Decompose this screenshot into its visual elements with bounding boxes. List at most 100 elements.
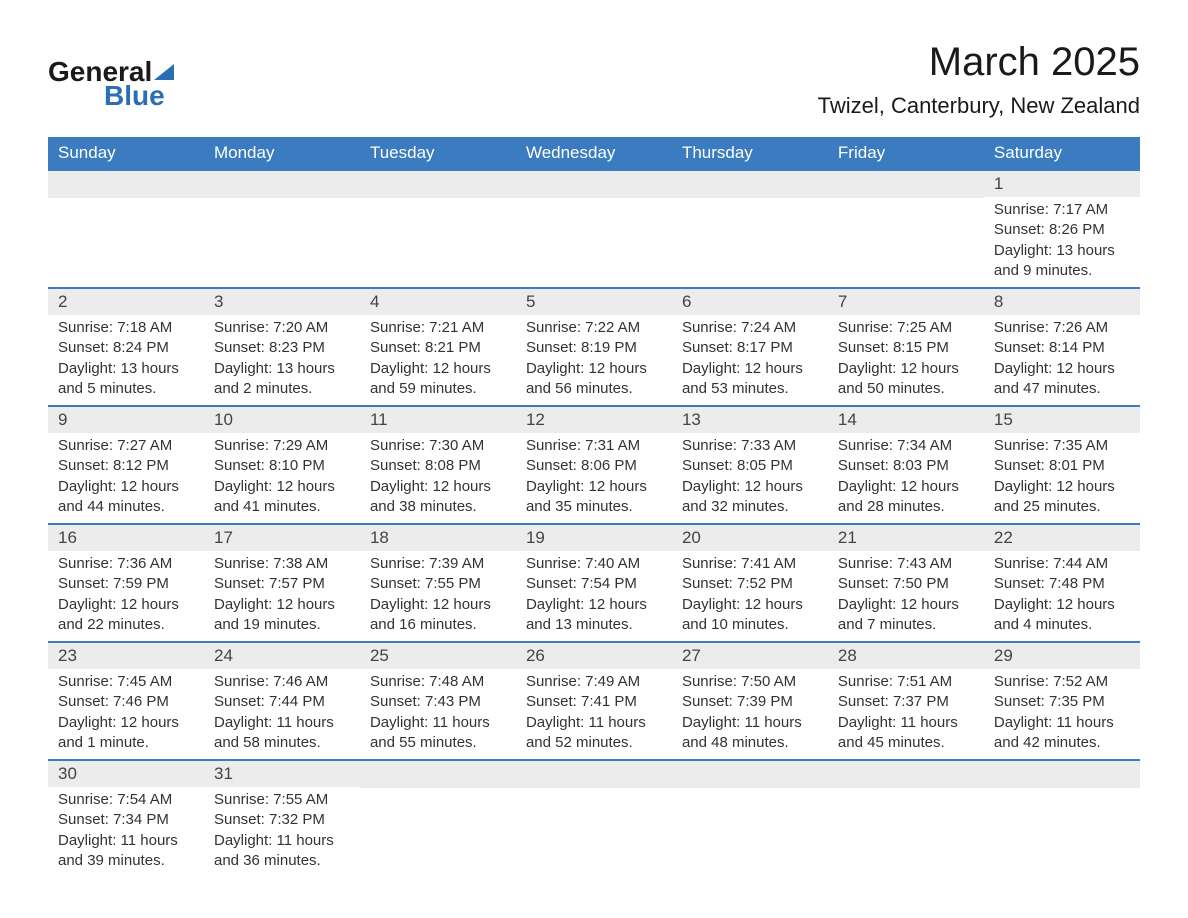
day-number-empty (48, 171, 204, 198)
day-number-empty (984, 761, 1140, 788)
day-number: 25 (360, 643, 516, 669)
day-cell (48, 170, 204, 288)
logo: General Blue (48, 58, 174, 110)
day-number-empty (828, 761, 984, 788)
day-sunset: Sunset: 8:17 PM (682, 338, 818, 358)
day-number: 30 (48, 761, 204, 787)
day-daylight2: and 22 minutes. (58, 615, 194, 635)
day-content-empty (828, 788, 984, 868)
day-cell (828, 170, 984, 288)
day-number: 24 (204, 643, 360, 669)
day-cell: 5Sunrise: 7:22 AMSunset: 8:19 PMDaylight… (516, 288, 672, 406)
day-number: 21 (828, 525, 984, 551)
location-text: Twizel, Canterbury, New Zealand (818, 93, 1140, 119)
day-daylight2: and 41 minutes. (214, 497, 350, 517)
day-content: Sunrise: 7:40 AMSunset: 7:54 PMDaylight:… (516, 551, 672, 641)
day-cell: 10Sunrise: 7:29 AMSunset: 8:10 PMDayligh… (204, 406, 360, 524)
day-daylight2: and 4 minutes. (994, 615, 1130, 635)
day-content: Sunrise: 7:18 AMSunset: 8:24 PMDaylight:… (48, 315, 204, 405)
day-cell (828, 760, 984, 877)
day-number-empty (360, 761, 516, 788)
day-content-empty (360, 788, 516, 868)
day-daylight1: Daylight: 13 hours (994, 241, 1130, 261)
day-header-saturday: Saturday (984, 137, 1140, 170)
day-cell: 2Sunrise: 7:18 AMSunset: 8:24 PMDaylight… (48, 288, 204, 406)
day-cell: 18Sunrise: 7:39 AMSunset: 7:55 PMDayligh… (360, 524, 516, 642)
day-content: Sunrise: 7:36 AMSunset: 7:59 PMDaylight:… (48, 551, 204, 641)
day-cell: 26Sunrise: 7:49 AMSunset: 7:41 PMDayligh… (516, 642, 672, 760)
day-content: Sunrise: 7:22 AMSunset: 8:19 PMDaylight:… (516, 315, 672, 405)
day-daylight2: and 13 minutes. (526, 615, 662, 635)
day-content: Sunrise: 7:46 AMSunset: 7:44 PMDaylight:… (204, 669, 360, 759)
day-header-tuesday: Tuesday (360, 137, 516, 170)
day-number: 11 (360, 407, 516, 433)
day-number: 15 (984, 407, 1140, 433)
week-row: 30 Sunrise: 7:54 AMSunset: 7:34 PM Dayligh… (48, 760, 1140, 877)
day-sunset: Sunset: 8:05 PM (682, 456, 818, 476)
day-sunset: Sunset: 8:19 PM (526, 338, 662, 358)
day-cell: 9Sunrise: 7:27 AMSunset: 8:12 PMDaylight… (48, 406, 204, 524)
day-sunrise: Sunrise: 7:50 AM (682, 672, 818, 692)
day-sunrise: Sunrise: 7:41 AM (682, 554, 818, 574)
day-sunrise: Sunrise: 7:27 AM (58, 436, 194, 456)
day-content: Sunrise: 7:17 AMSunset: 8:26 PMDaylight:… (984, 197, 1140, 287)
day-cell: 25Sunrise: 7:48 AMSunset: 7:43 PMDayligh… (360, 642, 516, 760)
day-daylight2: and 32 minutes. (682, 497, 818, 517)
day-number: 23 (48, 643, 204, 669)
day-sunrise: Sunrise: 7:54 AM (58, 790, 194, 810)
day-daylight1: Daylight: 12 hours (994, 595, 1130, 615)
day-number: 31 (204, 761, 360, 787)
day-daylight1: Daylight: 11 hours (838, 713, 974, 733)
month-title: March 2025 (818, 40, 1140, 85)
day-number-empty (516, 171, 672, 198)
day-content: Sunrise: 7:31 AMSunset: 8:06 PMDaylight:… (516, 433, 672, 523)
day-sunset: Sunset: 7:41 PM (526, 692, 662, 712)
day-sunset: Sunset: 7:34 PM (58, 810, 194, 830)
day-daylight1: Daylight: 12 hours (370, 595, 506, 615)
day-sunset: Sunset: 7:44 PM (214, 692, 350, 712)
day-number: 20 (672, 525, 828, 551)
day-header-thursday: Thursday (672, 137, 828, 170)
day-daylight2: and 59 minutes. (370, 379, 506, 399)
day-sunrise: Sunrise: 7:48 AM (370, 672, 506, 692)
day-number: 7 (828, 289, 984, 315)
day-daylight2: and 52 minutes. (526, 733, 662, 753)
day-daylight2: and 48 minutes. (682, 733, 818, 753)
day-number: 28 (828, 643, 984, 669)
day-cell: 30Sunrise: 7:54 AMSunset: 7:34 PMDayligh… (48, 760, 204, 877)
day-sunrise: Sunrise: 7:30 AM (370, 436, 506, 456)
day-cell: 27Sunrise: 7:50 AMSunset: 7:39 PMDayligh… (672, 642, 828, 760)
day-cell (984, 760, 1140, 877)
day-number: 10 (204, 407, 360, 433)
week-row: 9Sunrise: 7:27 AMSunset: 8:12 PMDaylight… (48, 406, 1140, 524)
calendar-tbody: 1Sunrise: 7:17 AMSunset: 8:26 PMDaylight… (48, 170, 1140, 877)
day-sunrise: Sunrise: 7:31 AM (526, 436, 662, 456)
day-daylight2: and 9 minutes. (994, 261, 1130, 281)
day-sunset: Sunset: 8:10 PM (214, 456, 350, 476)
day-content-empty (672, 198, 828, 278)
day-sunset: Sunset: 8:01 PM (994, 456, 1130, 476)
day-content: Sunrise: 7:55 AMSunset: 7:32 PMDaylight:… (204, 787, 360, 877)
day-cell: 6Sunrise: 7:24 AMSunset: 8:17 PMDaylight… (672, 288, 828, 406)
day-content-empty (672, 788, 828, 868)
logo-triangle-icon (154, 64, 174, 80)
day-sunset: Sunset: 7:43 PM (370, 692, 506, 712)
day-sunset: Sunset: 8:12 PM (58, 456, 194, 476)
day-daylight2: and 58 minutes. (214, 733, 350, 753)
day-daylight2: and 5 minutes. (58, 379, 194, 399)
day-daylight2: and 2 minutes. (214, 379, 350, 399)
day-cell (516, 760, 672, 877)
day-cell: 14Sunrise: 7:34 AMSunset: 8:03 PMDayligh… (828, 406, 984, 524)
day-content: Sunrise: 7:38 AMSunset: 7:57 PMDaylight:… (204, 551, 360, 641)
day-daylight2: and 42 minutes. (994, 733, 1130, 753)
day-number: 26 (516, 643, 672, 669)
day-daylight1: Daylight: 12 hours (994, 359, 1130, 379)
day-daylight2: and 25 minutes. (994, 497, 1130, 517)
day-cell: 28Sunrise: 7:51 AMSunset: 7:37 PMDayligh… (828, 642, 984, 760)
day-number-empty (828, 171, 984, 198)
day-sunset: Sunset: 8:08 PM (370, 456, 506, 476)
day-sunset: Sunset: 8:24 PM (58, 338, 194, 358)
day-number: 6 (672, 289, 828, 315)
day-header-monday: Monday (204, 137, 360, 170)
day-daylight1: Daylight: 11 hours (214, 831, 350, 851)
